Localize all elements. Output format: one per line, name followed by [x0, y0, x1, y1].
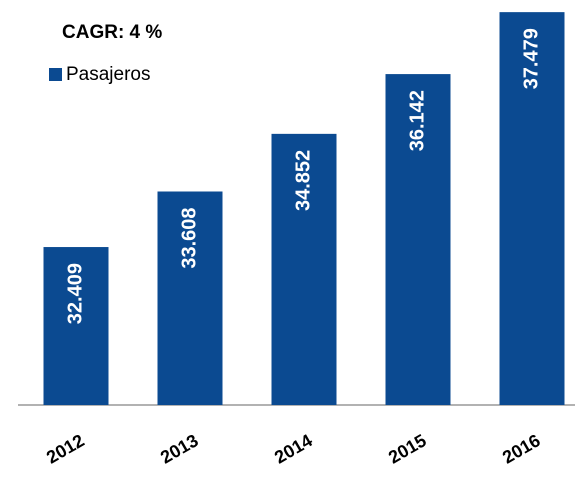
bar [43, 247, 109, 405]
x-tick-label: 2016 [499, 430, 544, 467]
bar [385, 74, 451, 405]
chart-title: CAGR: 4 % [62, 22, 162, 43]
x-tick-label: 2012 [43, 430, 88, 467]
x-tick-label: 2014 [271, 430, 316, 467]
bar [157, 191, 223, 405]
value-label: 32.409 [64, 263, 86, 324]
bar [499, 12, 565, 405]
value-label: 34.852 [292, 150, 314, 211]
value-label: 37.479 [520, 28, 542, 89]
value-label: 36.142 [406, 90, 428, 151]
x-tick-label: 2015 [385, 430, 430, 467]
legend-swatch [49, 68, 62, 81]
legend-label: Pasajeros [66, 64, 151, 85]
bar [271, 133, 337, 405]
value-label: 33.608 [178, 207, 200, 268]
x-tick-label: 2013 [157, 430, 202, 467]
